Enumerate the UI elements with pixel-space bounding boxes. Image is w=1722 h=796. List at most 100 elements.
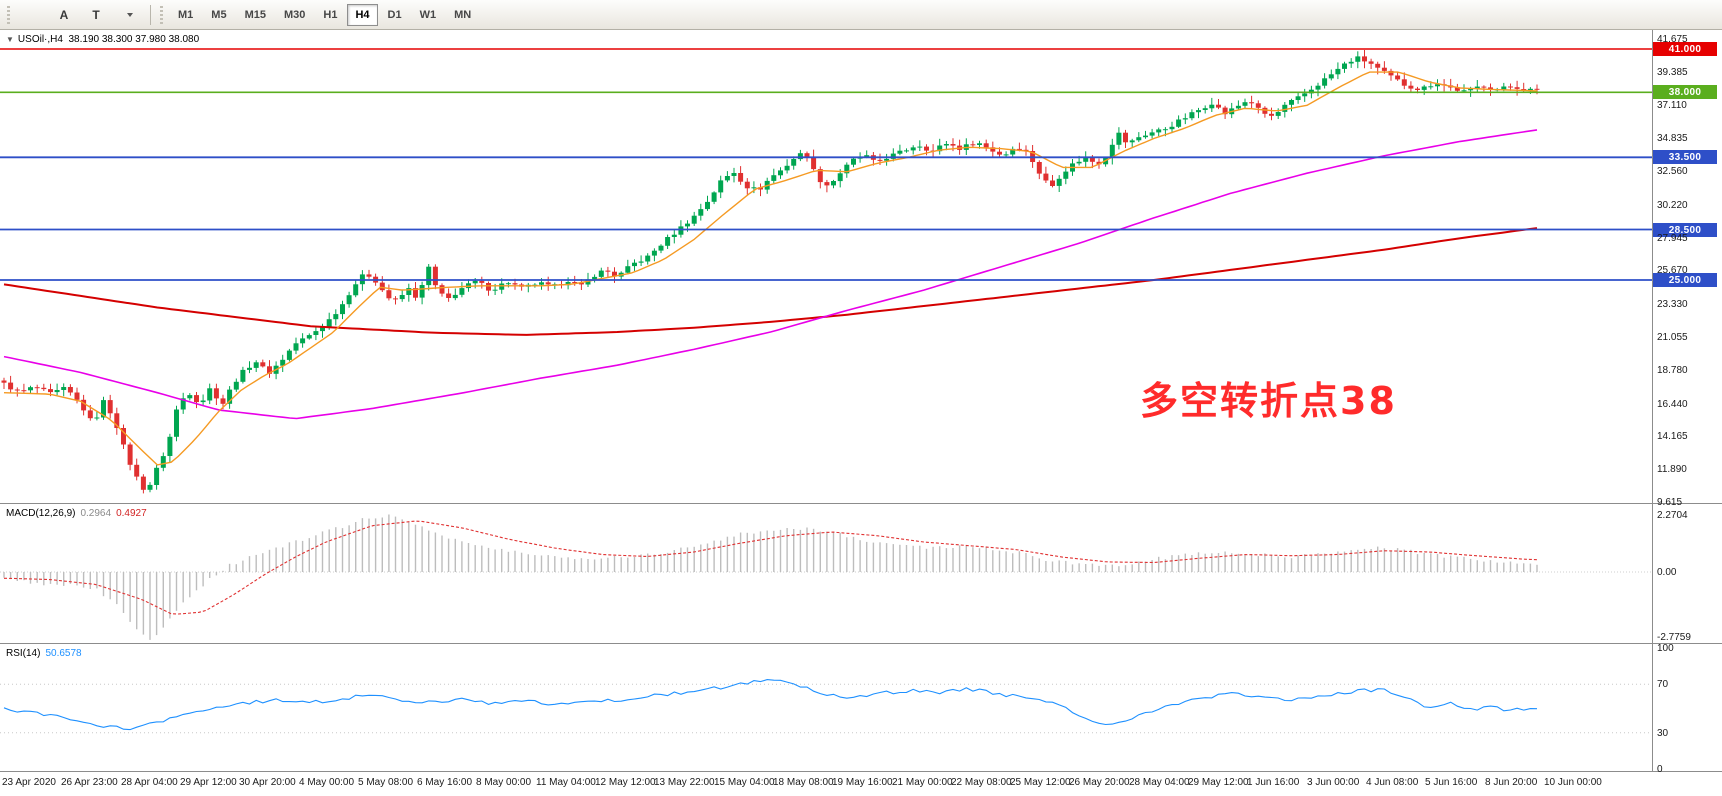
- x-axis-label: 26 Apr 23:00: [61, 777, 118, 788]
- rsi-label: RSI(14) 50.6578: [6, 648, 82, 659]
- main-chart-panel[interactable]: ▼ USOil·,H4 38.190 38.300 37.980 38.080 多…: [0, 30, 1722, 503]
- macd-histogram: [3, 514, 1538, 640]
- macd-name: MACD(12,26,9): [6, 508, 76, 519]
- ma-fast-line: [3, 71, 1538, 466]
- timeframe-button-H1[interactable]: H1: [323, 8, 338, 21]
- x-axis-label: 4 Jun 08:00: [1366, 777, 1419, 788]
- y-axis-label: 11.890: [1657, 464, 1687, 475]
- ma-slow-line: [3, 227, 1538, 336]
- timeframe-button-M1[interactable]: M1: [178, 8, 194, 21]
- rsi-axis-label: 70: [1657, 679, 1669, 690]
- x-axis-label: 10 Jun 00:00: [1544, 777, 1602, 788]
- text-tool-button[interactable]: A: [49, 3, 79, 27]
- macd-axis-label: 0.00: [1657, 567, 1677, 578]
- rsi-axis-label: 100: [1657, 643, 1674, 654]
- time-axis[interactable]: 23 Apr 2020 26 Apr 23:00 28 Apr 04:00 29 Ap…: [0, 772, 1722, 796]
- x-axis-label: 3 Jun 00:00: [1307, 777, 1360, 788]
- y-axis-label: 41.675: [1657, 34, 1688, 45]
- timeframe-button-D1[interactable]: D1: [387, 8, 402, 21]
- price-axis[interactable]: 41.000 38.000 33.500 28.500 25.000 41.675 39.3…: [1652, 30, 1722, 775]
- x-axis-label: 25 May 12:00: [1010, 777, 1071, 788]
- timeframe-button-M5[interactable]: M5: [211, 8, 227, 21]
- macd-panel[interactable]: MACD(12,26,9) 0.2964 0.4927: [0, 505, 1722, 643]
- y-axis-label: 32.560: [1657, 166, 1688, 177]
- x-axis-label: 6 May 16:00: [417, 777, 473, 788]
- rsi-panel[interactable]: RSI(14) 50.6578: [0, 645, 1722, 771]
- y-axis-label: 16.440: [1657, 399, 1688, 410]
- y-axis-label: 9.615: [1657, 497, 1683, 508]
- price-level-tag: 41.000: [1653, 42, 1717, 56]
- y-axis-label: 25.670: [1657, 265, 1688, 276]
- rsi-line: [3, 679, 1538, 731]
- macd-axis-label: -2.7759: [1657, 632, 1691, 643]
- toolbar-grip[interactable]: [7, 5, 10, 24]
- x-axis-label: 13 May 22:00: [654, 777, 715, 788]
- price-chart-canvas[interactable]: [0, 30, 1652, 503]
- x-axis-label: 8 Jun 20:00: [1485, 777, 1538, 788]
- x-axis-label: 28 May 04:00: [1129, 777, 1190, 788]
- chart-type-button[interactable]: [17, 3, 47, 27]
- panel-splitter[interactable]: [0, 643, 1722, 644]
- y-axis-label: 14.165: [1657, 431, 1688, 442]
- timeframe-button-MN[interactable]: MN: [454, 8, 472, 21]
- symbol-label: USOil·,H4: [17, 34, 63, 45]
- x-axis-label: 23 Apr 2020: [2, 777, 56, 788]
- ohlc-values: 38.190 38.300 37.980 38.080: [62, 34, 200, 45]
- y-axis-label: 23.330: [1657, 299, 1688, 310]
- timeframe-button-W1[interactable]: W1: [419, 8, 437, 21]
- rsi-axis-label: 0: [1657, 764, 1663, 775]
- x-axis-label: 12 May 12:00: [595, 777, 656, 788]
- rsi-value: 50.6578: [45, 648, 82, 659]
- text-tool-icon: A: [59, 7, 69, 22]
- x-axis-label: 29 May 12:00: [1188, 777, 1249, 788]
- macd-main-value: 0.2964: [80, 508, 112, 519]
- x-axis-label: 15 May 04:00: [714, 777, 775, 788]
- macd-canvas[interactable]: [0, 505, 1652, 643]
- toolbar-separator: [150, 4, 151, 25]
- x-axis-label: 11 May 04:00: [536, 777, 596, 788]
- price-level-tag: 38.000: [1653, 85, 1717, 99]
- x-axis-label: 28 Apr 04:00: [121, 777, 178, 788]
- timeframe-button-M30[interactable]: M30: [283, 8, 306, 21]
- y-axis-label: 37.110: [1657, 100, 1687, 111]
- chart-annotation: 多空转折点38: [1140, 379, 1397, 423]
- panel-splitter[interactable]: [0, 771, 1722, 772]
- x-axis-label: 29 Apr 12:00: [180, 777, 237, 788]
- candles-layer: [1, 50, 1540, 494]
- timeframe-button-M15[interactable]: M15: [244, 8, 266, 21]
- ma-mid-line: [3, 129, 1538, 420]
- price-level-tag: 33.500: [1653, 150, 1717, 164]
- one-click-trading-toggle-icon[interactable]: ▼: [6, 35, 14, 44]
- timeframe-group: M1 M5 M15 M30 H1 H4 D1 W1 MN: [169, 3, 480, 26]
- rsi-axis-label: 30: [1657, 728, 1669, 739]
- y-axis-label: 18.780: [1657, 365, 1688, 376]
- trendline-tool-button[interactable]: T: [81, 3, 111, 27]
- crosshair-tool-button[interactable]: [113, 3, 143, 27]
- chevron-down-icon: [127, 12, 133, 17]
- macd-signal-value: 0.4927: [116, 508, 147, 519]
- x-axis-label: 5 May 08:00: [358, 777, 414, 788]
- macd-label: MACD(12,26,9) 0.2964 0.4927: [6, 508, 147, 519]
- price-level-tag: 25.000: [1653, 273, 1717, 287]
- price-level-tag: 28.500: [1653, 223, 1717, 237]
- x-axis-label: 8 May 00:00: [476, 777, 532, 788]
- y-axis-label: 30.220: [1657, 200, 1688, 211]
- panel-splitter[interactable]: [0, 503, 1722, 504]
- y-axis-label: 27.945: [1657, 233, 1688, 244]
- y-axis-label: 34.835: [1657, 133, 1688, 144]
- y-axis-label: 21.055: [1657, 332, 1688, 343]
- macd-axis-label: 2.2704: [1657, 510, 1688, 521]
- y-axis-label: 39.385: [1657, 67, 1688, 78]
- x-axis-label: 19 May 16:00: [832, 777, 893, 788]
- x-axis-label: 21 May 00:00: [892, 777, 953, 788]
- symbol-info: ▼ USOil·,H4 38.190 38.300 37.980 38.080: [6, 34, 199, 45]
- x-axis-label: 5 Jun 16:00: [1425, 777, 1478, 788]
- x-axis-label: 30 Apr 20:00: [239, 777, 296, 788]
- toolbar-grip[interactable]: [160, 5, 163, 24]
- rsi-canvas[interactable]: [0, 645, 1652, 771]
- rsi-name: RSI(14): [6, 648, 41, 659]
- timeframe-button-H4[interactable]: H4: [347, 3, 378, 26]
- macd-signal-line: [3, 520, 1538, 615]
